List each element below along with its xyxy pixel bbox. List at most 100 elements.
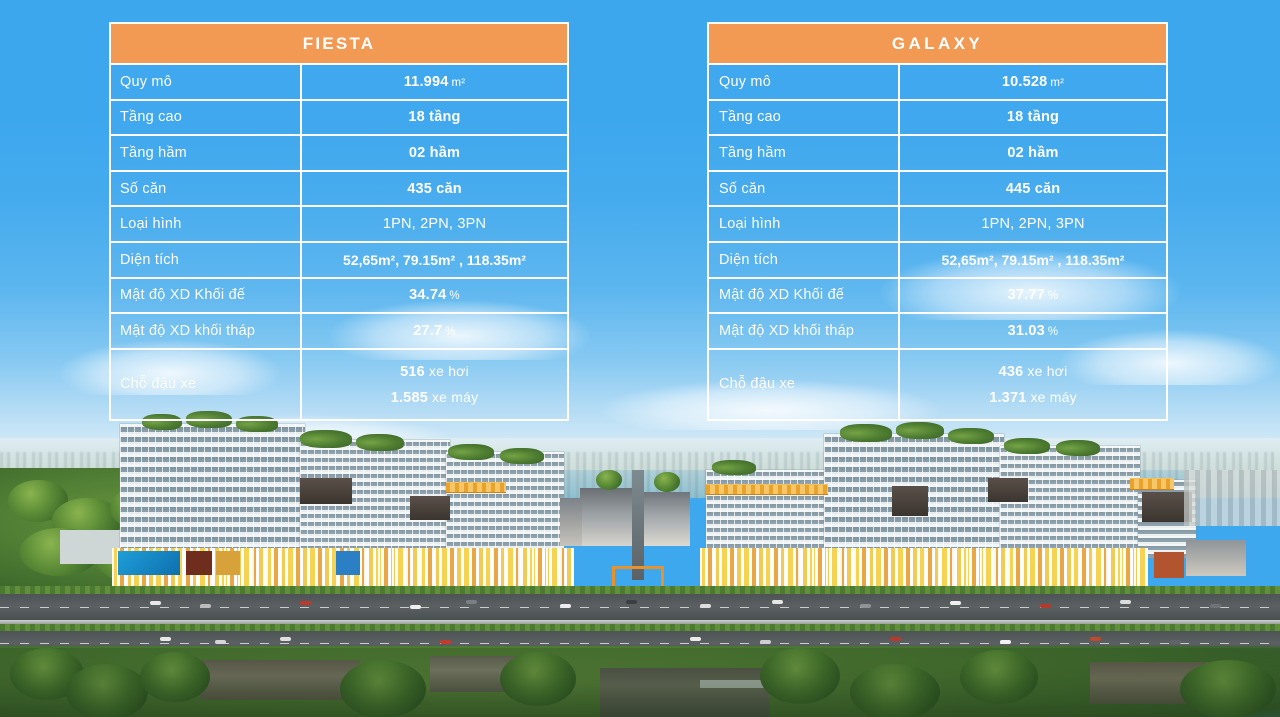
row-value: 52,65m², 79.15m² , 118.35m² xyxy=(941,251,1125,268)
car xyxy=(466,600,477,604)
row-label: Tầng cao xyxy=(709,100,900,135)
spec-table-fiesta: FIESTA Quy mô 11.994 m² Tầng cao 18 tầng … xyxy=(109,22,569,421)
value-suffix: xe máy xyxy=(431,388,479,405)
table-row: Quy mô 10.528 m² xyxy=(709,63,1166,99)
foreground-building xyxy=(200,660,360,700)
car xyxy=(700,604,711,608)
row-label: Số căn xyxy=(709,171,900,206)
billboard-poster xyxy=(1154,552,1184,578)
distant-buildings-right xyxy=(1184,470,1280,526)
billboard-poster xyxy=(186,551,212,575)
foreground-building xyxy=(600,668,770,717)
palm-tree xyxy=(66,664,148,717)
street-between-blocks xyxy=(632,470,644,580)
car xyxy=(1000,640,1011,644)
table-row: Tầng cao 18 tầng xyxy=(709,98,1166,135)
value-unit: % xyxy=(445,325,456,338)
palm-tree xyxy=(960,650,1038,704)
value-unit: m² xyxy=(451,76,466,89)
facade-recess xyxy=(892,486,928,516)
entrance-gate xyxy=(612,566,664,586)
gold-accent-band xyxy=(706,484,828,495)
value-text: 516 xyxy=(400,363,425,380)
roof-garden xyxy=(712,460,756,475)
shophouse-row xyxy=(642,492,690,546)
row-value: 37.77% xyxy=(900,279,1166,313)
row-label: Quy mô xyxy=(111,65,302,99)
value-text: 11.994 xyxy=(403,73,449,90)
row-value: 10.528 m² xyxy=(900,65,1166,99)
facade-recess xyxy=(410,496,450,520)
tower-block-left xyxy=(120,424,305,559)
car xyxy=(410,605,421,609)
shophouse-row xyxy=(560,498,582,546)
spec-table-galaxy: GALAXY Quy mô 10.528 m² Tầng cao 18 tầng … xyxy=(707,22,1168,421)
car xyxy=(280,637,291,641)
row-label: Tầng cao xyxy=(111,100,302,135)
row-label: Số căn xyxy=(111,171,302,206)
table-row: Diện tích 52,65m², 79.15m² , 118.35m² xyxy=(111,240,567,277)
facade-mullions xyxy=(120,424,305,559)
gold-accent-band xyxy=(446,482,506,493)
car xyxy=(860,604,871,608)
car xyxy=(215,640,226,644)
palm-tree xyxy=(500,652,576,706)
roof-garden xyxy=(356,434,404,451)
row-value: 18 tầng xyxy=(1006,109,1060,126)
row-label: Mật độ XD khối tháp xyxy=(111,314,302,348)
value-suffix: xe hơi xyxy=(1027,362,1068,379)
low-rise-building xyxy=(1186,540,1246,576)
billboard-poster xyxy=(336,551,360,575)
facade-recess xyxy=(988,478,1028,502)
value-text: 34.74 xyxy=(409,287,447,304)
row-label: Chỗ đậu xe xyxy=(709,349,900,419)
value-text: 1.585 xyxy=(390,389,428,406)
row-label: Chỗ đậu xe xyxy=(111,349,302,419)
row-value: 18 tầng xyxy=(408,109,461,126)
row-value: 1PN, 2PN, 3PN xyxy=(382,216,487,233)
road-median-planting xyxy=(0,624,1280,631)
table-row: Diện tích 52,65m², 79.15m² , 118.35m² xyxy=(709,240,1166,277)
palm-tree xyxy=(140,652,210,702)
value-text: 27.7 xyxy=(413,322,443,339)
table-row: Mật độ XD Khối đế 34.74% xyxy=(111,276,567,313)
roof-garden xyxy=(448,444,494,460)
table-title-fiesta: FIESTA xyxy=(109,22,569,63)
car xyxy=(760,640,771,644)
car xyxy=(1120,600,1131,604)
row-label: Diện tích xyxy=(709,242,900,277)
car xyxy=(1090,637,1101,641)
table-row: Số căn 445 căn xyxy=(709,169,1166,206)
row-value: 52,65m², 79.15m² , 118.35m² xyxy=(343,251,526,268)
lane-marking xyxy=(0,643,1280,644)
row-label: Mật độ XD Khối đế xyxy=(709,278,900,313)
gold-accent-band xyxy=(1130,478,1174,490)
roof-garden xyxy=(142,414,182,430)
palm-tree xyxy=(760,648,840,704)
car xyxy=(1210,604,1221,608)
value-text: 1.371 xyxy=(989,389,1027,406)
facade-mullions xyxy=(1000,446,1140,562)
table-row: Mật độ XD khối tháp 27.7% xyxy=(111,312,567,348)
row-label: Mật độ XD Khối đế xyxy=(111,278,302,313)
billboard-poster xyxy=(216,551,240,575)
palm-tree xyxy=(850,664,940,717)
table-row: Mật độ XD Khối đế 37.77% xyxy=(709,276,1166,313)
row-value: 11.994 m² xyxy=(302,65,567,99)
car xyxy=(1040,604,1051,608)
row-label: Tầng hầm xyxy=(111,136,302,170)
table-row: Tầng cao 18 tầng xyxy=(111,98,567,135)
value-text: 37.77 xyxy=(1007,287,1045,304)
row-value: 1PN, 2PN, 3PN xyxy=(981,216,1085,233)
shopfront-columns xyxy=(700,548,1148,586)
roof-garden xyxy=(840,424,892,442)
row-value: 34.74% xyxy=(302,279,567,313)
table-row: Tầng hầm 02 hầm xyxy=(111,134,567,170)
palm-tree xyxy=(340,660,426,717)
tower-block-right-right xyxy=(1000,446,1140,562)
billboard-pool xyxy=(118,551,180,575)
value-text: 31.03 xyxy=(1007,322,1045,339)
road-median-planting xyxy=(0,586,1280,594)
facade-recess xyxy=(1142,492,1192,522)
lane-marking xyxy=(0,607,1280,608)
